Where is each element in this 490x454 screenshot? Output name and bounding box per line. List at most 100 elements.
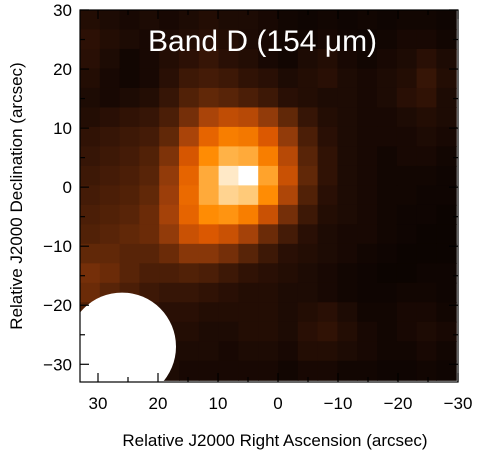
heatmap-cell <box>258 282 279 303</box>
heatmap-cell <box>218 185 239 206</box>
heatmap-cell <box>139 29 160 50</box>
heatmap-cell <box>198 29 220 50</box>
heatmap-cell <box>238 10 259 31</box>
heatmap-cell <box>179 10 200 31</box>
heatmap-cell <box>119 29 140 50</box>
heatmap-cell <box>179 360 200 381</box>
heatmap-cell <box>337 224 358 245</box>
heatmap-cell <box>258 204 279 225</box>
heatmap-cell <box>396 48 418 70</box>
heatmap-cell <box>99 126 121 147</box>
y-tick-label: −30 <box>43 355 72 374</box>
heatmap-cell <box>159 282 180 303</box>
heatmap-cell <box>258 107 279 128</box>
heatmap-cell <box>99 185 121 206</box>
heatmap-cell <box>416 341 437 362</box>
heatmap-cell <box>416 126 437 147</box>
heatmap-cell <box>159 29 180 50</box>
y-tick-label: 20 <box>53 60 72 79</box>
x-tick-label: 20 <box>149 394 168 413</box>
heatmap-cell <box>297 204 319 225</box>
heatmap-cell <box>80 107 101 128</box>
heatmap-cell <box>377 360 398 381</box>
heatmap-cell <box>198 224 220 245</box>
heatmap-cell <box>179 68 200 89</box>
heatmap-cell <box>317 68 338 89</box>
tick-marks <box>80 9 459 382</box>
heatmap-cell <box>99 68 121 89</box>
heatmap-cell <box>258 185 279 206</box>
heatmap-cell <box>436 204 457 225</box>
heatmap-cell <box>238 107 259 128</box>
heatmap-cell <box>436 243 457 264</box>
heatmap-cell <box>139 165 160 186</box>
plot-frame <box>79 9 459 383</box>
heatmap-cell <box>218 107 239 128</box>
heatmap-cell <box>159 87 180 109</box>
heatmap-cell <box>436 29 457 50</box>
heatmap-cell <box>80 243 101 264</box>
heatmap-cell <box>99 10 121 31</box>
heatmap-cell <box>396 282 418 303</box>
heatmap-cell <box>317 10 338 31</box>
heatmap-cell <box>436 263 457 284</box>
heatmap-cell <box>337 185 358 206</box>
heatmap-cell <box>337 87 358 109</box>
heatmap-cell <box>179 48 200 70</box>
heatmap-cell <box>238 243 259 264</box>
heatmap-cell <box>278 341 299 362</box>
heatmap-cell <box>258 263 279 284</box>
heatmap-cell <box>139 224 160 245</box>
x-tick-label: 0 <box>273 394 282 413</box>
heatmap-cell <box>218 321 239 342</box>
heatmap-cell <box>159 48 180 70</box>
heatmap-cell <box>198 263 220 284</box>
heatmap-cell <box>377 341 398 362</box>
heatmap-cell <box>297 302 319 323</box>
heatmap-cell <box>119 165 140 186</box>
heatmap-cell <box>238 263 259 284</box>
heatmap-cell <box>357 341 378 362</box>
heatmap-cell <box>396 68 418 89</box>
heatmap-cell <box>258 243 279 264</box>
heatmap-cell <box>139 68 160 89</box>
heatmap-cell <box>396 87 418 109</box>
heatmap-cell <box>436 341 457 362</box>
heatmap-cell <box>139 10 160 31</box>
heatmap-cell <box>179 146 200 167</box>
heatmap-cell <box>179 107 200 128</box>
heatmap-cell <box>218 126 239 147</box>
heatmap-cell <box>159 224 180 245</box>
heatmap-cell <box>357 302 378 323</box>
heatmap-cell <box>179 87 200 109</box>
heatmap-cell <box>377 263 398 284</box>
heatmap-cell <box>297 87 319 109</box>
heatmap-cell <box>357 165 378 186</box>
heatmap-cell <box>357 204 378 225</box>
heatmap-cell <box>278 282 299 303</box>
heatmap-cell <box>218 302 239 323</box>
heatmap-cell <box>436 185 457 206</box>
heatmap-cell <box>198 10 220 31</box>
y-tick-label: 30 <box>53 1 72 20</box>
heatmap-cell <box>337 165 358 186</box>
heatmap-cell <box>436 282 457 303</box>
heatmap-cell <box>80 146 101 167</box>
heatmap-cell <box>278 224 299 245</box>
heatmap-cell <box>377 321 398 342</box>
heatmap-cell <box>278 243 299 264</box>
heatmap-cell <box>278 48 299 70</box>
y-tick-label: 10 <box>53 119 72 138</box>
heatmap-cell <box>238 302 259 323</box>
chart-title: Band D (154 μm) <box>148 25 377 58</box>
heatmap-cell <box>258 126 279 147</box>
heatmap-cell <box>198 68 220 89</box>
heatmap-cell <box>179 282 200 303</box>
heatmap-cell <box>416 243 437 264</box>
heatmap-cell <box>80 263 101 284</box>
heatmap-cell <box>337 204 358 225</box>
heatmap-cell <box>119 48 140 70</box>
heatmap-cell <box>436 126 457 147</box>
heatmap-cell <box>159 185 180 206</box>
